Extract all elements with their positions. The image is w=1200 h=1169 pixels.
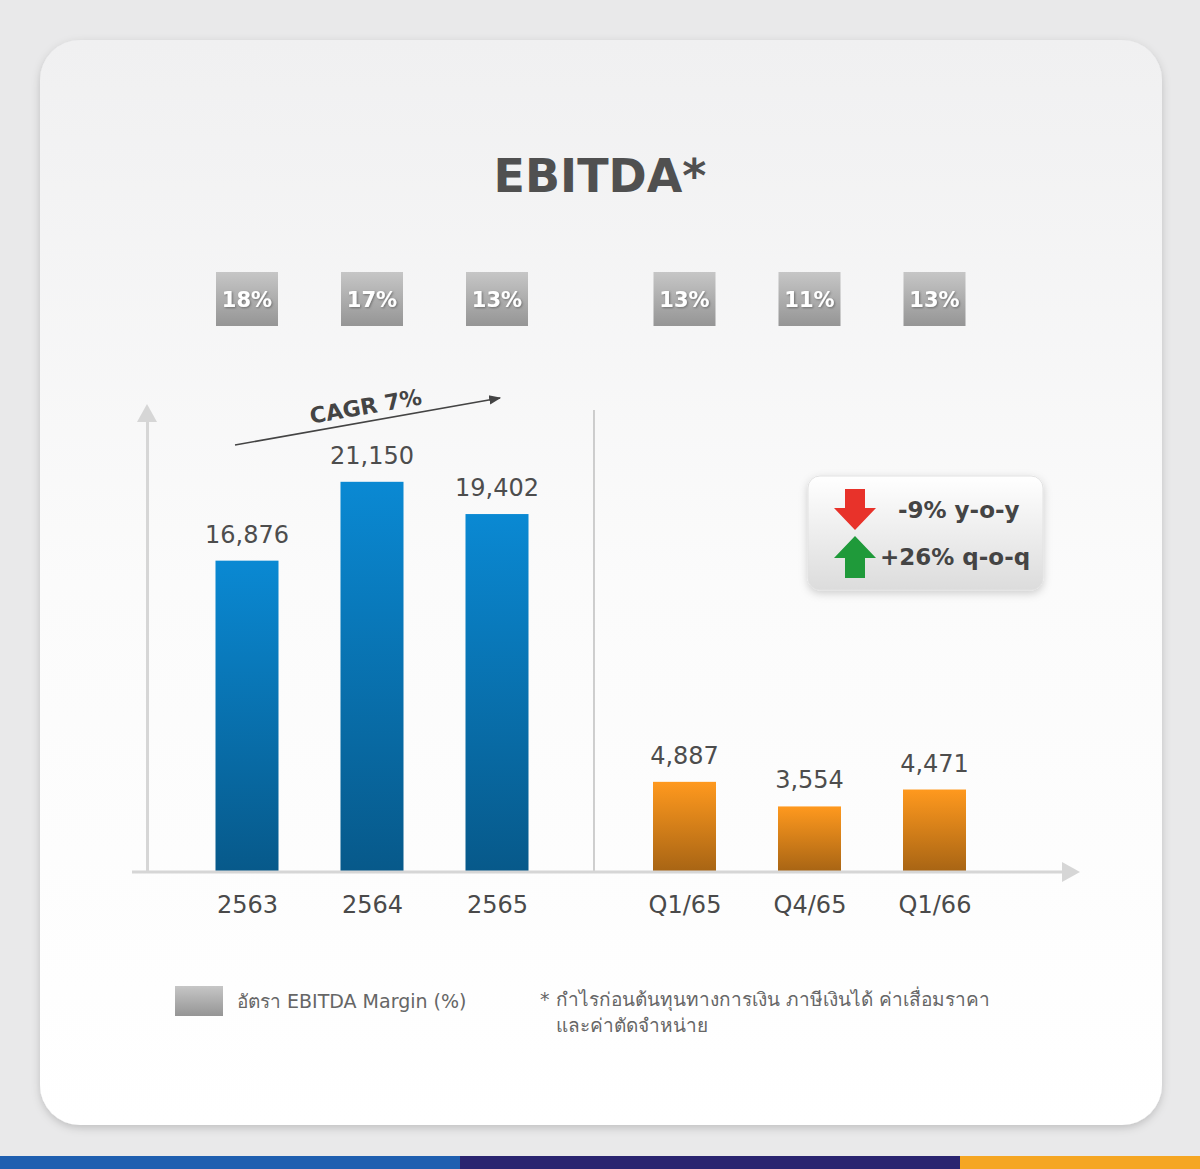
y-axis <box>147 421 148 873</box>
margin-box <box>779 272 841 326</box>
margin-label: 11% <box>784 288 834 312</box>
footer-strip <box>0 1156 460 1169</box>
margin-box <box>466 272 528 326</box>
margin-label: 17% <box>347 288 397 312</box>
x-baseline <box>132 871 1066 874</box>
margin-box <box>904 272 966 326</box>
margin-box <box>341 272 403 326</box>
margin-box <box>216 272 278 326</box>
yoy-label: -9% y-o-y <box>898 497 1019 523</box>
x-tick: 2565 <box>467 891 528 919</box>
x-tick: Q1/66 <box>899 891 972 919</box>
data-label: 4,471 <box>900 750 969 778</box>
footnote: * กำไรก่อนต้นทุนทางการเงิน ภาษีเงินได้ ค… <box>540 986 990 1036</box>
footnote-line: และค่าตัดจำหน่าย <box>556 1014 708 1036</box>
x-tick: Q4/65 <box>774 891 847 919</box>
margin-boxes: 18% 17% 13% 13% 11% 13% <box>216 272 966 326</box>
x-tick-label: 2565 <box>467 891 528 919</box>
data-label: 3,554 <box>775 766 844 794</box>
bar <box>466 514 529 872</box>
margin-box <box>654 272 716 326</box>
margin-label: 13% <box>472 288 522 312</box>
x-tick-label: 2564 <box>342 891 403 919</box>
cagr-label: CAGR 7% <box>308 384 424 428</box>
margin-label: 13% <box>909 288 959 312</box>
chart: EBITDA* 16,876 21,150 19,402 4,887 3,554 4,471… <box>0 0 1200 1169</box>
bar <box>903 790 966 872</box>
divider <box>593 410 594 872</box>
data-label: 4,887 <box>650 742 719 770</box>
footnote-line: * กำไรก่อนต้นทุนทางการเงิน ภาษีเงินได้ ค… <box>540 986 990 1012</box>
x-tick: 2563 <box>217 891 278 919</box>
footer-strip <box>960 1156 1200 1169</box>
x-tick-label: Q1/65 <box>649 891 722 919</box>
data-label: 16,876 <box>205 521 289 549</box>
bar <box>653 782 716 872</box>
x-axis: 2563 2564 2565 Q1/65 Q4/65 Q1/66 <box>217 873 971 920</box>
up-arrow <box>834 536 876 578</box>
margin-label: 18% <box>222 288 272 312</box>
data-label: 21,150 <box>330 442 414 470</box>
x-tick: Q1/65 <box>649 891 722 919</box>
bar <box>341 482 404 872</box>
footer-strip <box>460 1156 960 1169</box>
card <box>40 40 1162 1125</box>
y-axis-line <box>146 421 149 873</box>
title: EBITDA* <box>494 149 707 203</box>
bars <box>216 482 967 872</box>
axis-arrow <box>137 404 157 422</box>
qoq-label: +26% q-o-q <box>880 544 1030 570</box>
down-arrow <box>834 489 876 530</box>
legend-label: อัตรา EBITDA Margin (%) <box>237 990 466 1012</box>
margin-label: 13% <box>659 288 709 312</box>
x-tick-label: Q4/65 <box>774 891 847 919</box>
bar <box>216 561 279 872</box>
x-axis-line <box>248 872 936 873</box>
axis-arrow <box>1062 862 1080 882</box>
change-box <box>808 476 1043 590</box>
x-tick-label: 2563 <box>217 891 278 919</box>
data-labels: 16,876 21,150 19,402 4,887 3,554 4,471 <box>205 442 969 795</box>
data-label: 19,402 <box>455 474 539 502</box>
x-tick: 2564 <box>342 891 403 919</box>
x-tick-label: Q1/66 <box>899 891 972 919</box>
bar <box>778 806 841 872</box>
legend-swatch <box>175 986 223 1016</box>
